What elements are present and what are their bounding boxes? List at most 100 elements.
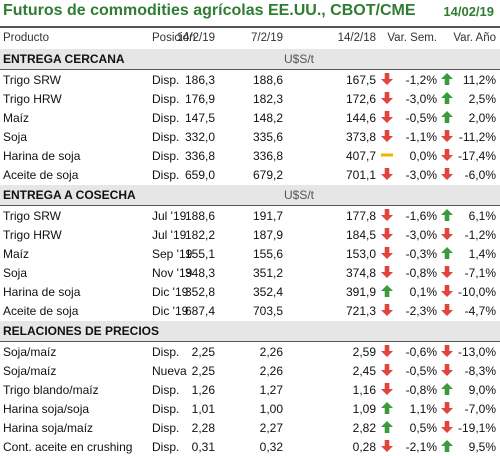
cell-posicion: Disp.	[152, 421, 180, 435]
cell-value-3: 177,8	[345, 209, 376, 223]
down-arrow-icon	[440, 129, 454, 143]
cell-var-ano: -7,1%	[464, 266, 496, 280]
cell-value-2: 155,6	[252, 247, 283, 261]
cell-var-sem: 0,5%	[409, 421, 437, 435]
table-row: Trigo SRW Disp. 186,3 188,6 167,5 -1,2% 11,2%	[0, 70, 500, 89]
cell-posicion: Disp.	[152, 130, 180, 144]
cell-value-1: 659,0	[184, 168, 215, 182]
cell-value-1: 186,3	[184, 73, 215, 87]
cell-var-sem: -1,6%	[405, 209, 437, 223]
down-arrow-icon	[380, 72, 394, 86]
cell-value-1: 687,4	[184, 304, 215, 318]
cell-value-2: 679,2	[252, 168, 283, 182]
down-arrow-icon	[440, 420, 454, 434]
cell-value-1: 1,26	[191, 383, 215, 397]
down-arrow-icon	[440, 167, 454, 181]
cell-value-1: 348,3	[184, 266, 215, 280]
up-arrow-icon	[380, 284, 394, 298]
cell-value-2: 188,6	[252, 73, 283, 87]
cell-posicion: Disp.	[152, 402, 180, 416]
cell-value-2: 187,9	[252, 228, 283, 242]
cell-var-sem: -0,6%	[405, 345, 437, 359]
cell-var-sem: -3,0%	[405, 92, 437, 106]
cell-producto: Soja	[3, 266, 28, 280]
page-title: Futuros de commodities agrícolas EE.UU.,…	[3, 2, 416, 19]
table-row: Trigo HRW Jul '19 182,2 187,9 184,5 -3,0% -1,2…	[0, 225, 500, 244]
cell-value-1: 176,9	[184, 92, 215, 106]
cell-value-3: 172,6	[345, 92, 376, 106]
down-arrow-icon	[380, 303, 394, 317]
cell-producto: Soja	[3, 130, 28, 144]
cell-value-2: 703,5	[252, 304, 283, 318]
table-row: Maíz Sep '19 155,1 155,6 153,0 -0,3% 1,4%	[0, 244, 500, 263]
cell-value-3: 144,6	[345, 111, 376, 125]
cell-producto: Maíz	[3, 111, 30, 125]
cell-value-1: 332,0	[184, 130, 215, 144]
cell-var-ano: -7,0%	[464, 402, 496, 416]
section-header: RELACIONES DE PRECIOS	[0, 321, 500, 342]
down-arrow-icon	[380, 363, 394, 377]
cell-value-3: 407,7	[345, 149, 376, 163]
up-arrow-icon	[440, 246, 454, 260]
cell-posicion: Nov '19	[152, 266, 193, 280]
cell-value-1: 147,5	[184, 111, 215, 125]
down-arrow-icon	[380, 265, 394, 279]
down-arrow-icon	[380, 129, 394, 143]
cell-value-1: 2,25	[191, 345, 215, 359]
table-row: Aceite de soja Disp. 659,0 679,2 701,1 -3,0% -…	[0, 165, 500, 184]
table-row: Harina de soja Disp. 336,8 336,8 407,7 0,0% -1…	[0, 146, 500, 165]
cell-var-ano: -1,2%	[464, 228, 496, 242]
cell-var-sem: -0,8%	[405, 266, 437, 280]
cell-posicion: Dic '19	[152, 285, 189, 299]
cell-var-sem: 0,0%	[409, 149, 437, 163]
down-arrow-icon	[380, 344, 394, 358]
table-row: Soja/maíz Nueva 2,25 2,26 2,45 -0,5% -8,3%	[0, 361, 500, 380]
cell-value-3: 153,0	[345, 247, 376, 261]
cell-producto: Harina de soja	[3, 149, 81, 163]
cell-posicion: Disp.	[152, 92, 180, 106]
cell-producto: Harina soja/soja	[3, 402, 90, 416]
cell-value-2: 351,2	[252, 266, 283, 280]
cell-var-sem: -0,3%	[405, 247, 437, 261]
cell-posicion: Jul '19	[152, 209, 187, 223]
cell-posicion: Dic '19	[152, 304, 189, 318]
up-arrow-icon	[380, 401, 394, 415]
cell-posicion: Jul '19	[152, 228, 187, 242]
cell-value-1: 155,1	[184, 247, 215, 261]
cell-var-sem: -3,0%	[405, 168, 437, 182]
header-var-ano: Var. Año	[453, 32, 496, 44]
cell-value-2: 182,3	[252, 92, 283, 106]
cell-value-2: 335,6	[252, 130, 283, 144]
cell-posicion: Sep '19	[152, 247, 193, 261]
cell-value-3: 1,09	[352, 402, 376, 416]
cell-value-3: 2,82	[352, 421, 376, 435]
cell-var-ano: 6,1%	[468, 209, 496, 223]
cell-value-2: 2,26	[259, 345, 283, 359]
table-row: Cont. aceite en crushing Disp. 0,31 0,32 0,2…	[0, 437, 500, 456]
cell-var-sem: -0,5%	[405, 111, 437, 125]
cell-var-sem: -1,1%	[405, 130, 437, 144]
section-title: ENTREGA A COSECHA	[3, 188, 136, 202]
table-row: Trigo blando/maíz Disp. 1,26 1,27 1,16 -0,8% 9…	[0, 380, 500, 399]
up-arrow-icon	[440, 439, 454, 453]
cell-value-2: 352,4	[252, 285, 283, 299]
cell-producto: Trigo SRW	[3, 209, 62, 223]
up-arrow-icon	[380, 420, 394, 434]
down-arrow-icon	[440, 344, 454, 358]
cell-value-1: 0,31	[191, 440, 215, 454]
flat-dash-icon	[380, 148, 394, 162]
cell-var-ano: -19,1%	[457, 421, 496, 435]
section-header: ENTREGA A COSECHA U$S/t	[0, 185, 500, 206]
header-date-2: 7/2/19	[251, 32, 283, 44]
cell-var-ano: -6,0%	[464, 168, 496, 182]
down-arrow-icon	[380, 208, 394, 222]
table-header: Producto Posición 14/2/19 7/2/19 14/2/18…	[0, 26, 500, 51]
cell-posicion: Disp.	[152, 111, 180, 125]
cell-var-ano: -17,4%	[457, 149, 496, 163]
section-title: RELACIONES DE PRECIOS	[3, 324, 160, 338]
cell-value-3: 391,9	[345, 285, 376, 299]
cell-value-2: 2,27	[259, 421, 283, 435]
cell-posicion: Disp.	[152, 345, 180, 359]
cell-producto: Trigo blando/maíz	[3, 383, 99, 397]
up-arrow-icon	[440, 91, 454, 105]
